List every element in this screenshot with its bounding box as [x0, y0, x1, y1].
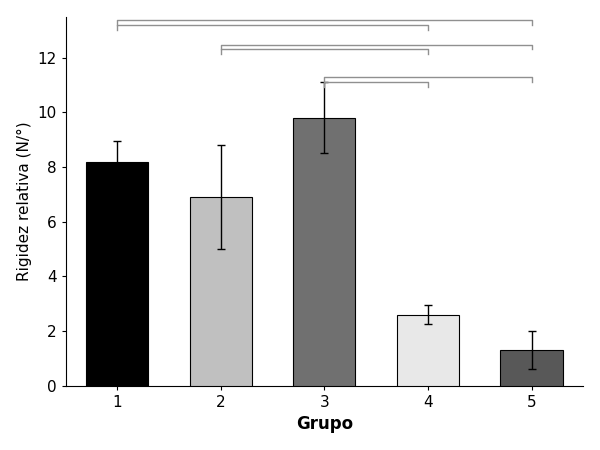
Bar [293, 118, 355, 386]
Bar [397, 315, 459, 386]
Bar [500, 350, 563, 386]
Bar [190, 197, 252, 386]
Bar [86, 162, 148, 386]
Y-axis label: Rigidez relativa (N/°): Rigidez relativa (N/°) [17, 122, 32, 281]
X-axis label: Grupo: Grupo [296, 415, 353, 433]
